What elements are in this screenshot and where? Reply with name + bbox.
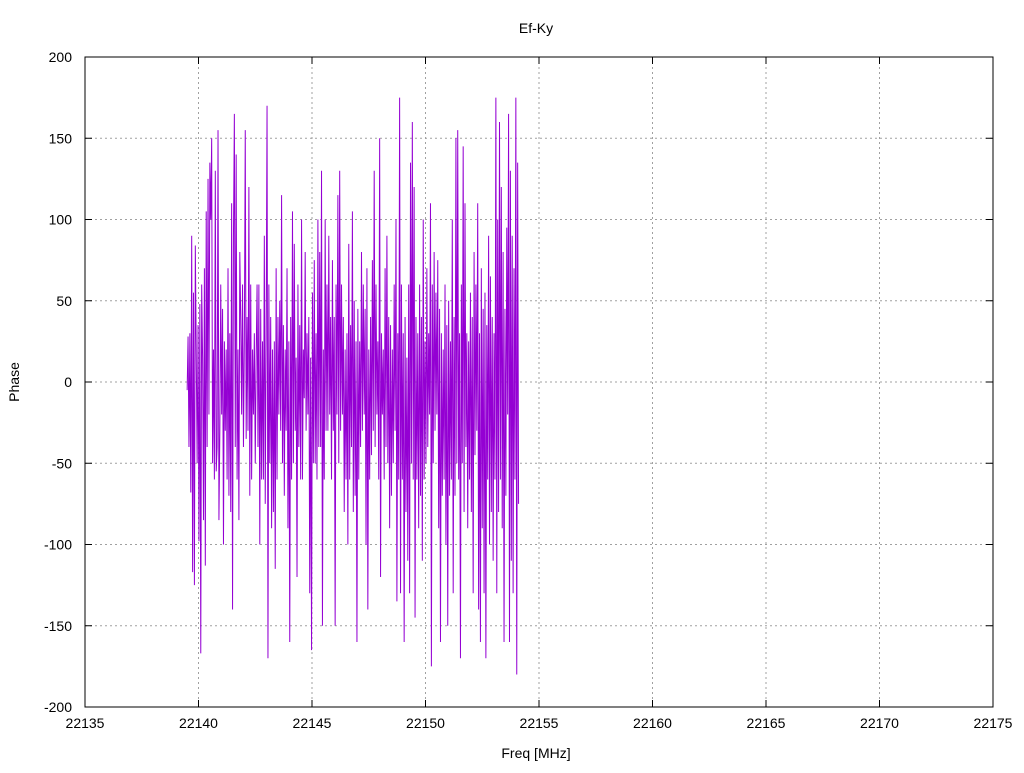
x-tick-label: 22155 xyxy=(520,715,559,731)
x-axis-label: Freq [MHz] xyxy=(501,745,570,761)
chart-title: Ef-Ky xyxy=(519,20,553,36)
x-tick-label: 22165 xyxy=(747,715,786,731)
y-tick-label: -50 xyxy=(52,455,72,471)
x-tick-labels: 22135 22140 22145 22150 22155 22160 22165 22170… xyxy=(66,715,1013,731)
y-tick-label: 200 xyxy=(49,49,73,65)
y-tick-labels: -200 -150 -100 -50 0 50 100 150 200 xyxy=(44,49,72,715)
ticks xyxy=(84,56,994,708)
x-tick-label: 22140 xyxy=(179,715,218,731)
y-axis-label: Phase xyxy=(6,362,22,402)
y-tick-label: 150 xyxy=(49,130,73,146)
x-tick-label: 22135 xyxy=(66,715,105,731)
x-tick-label: 22145 xyxy=(293,715,332,731)
x-tick-label: 22175 xyxy=(974,715,1013,731)
y-tick-label: -100 xyxy=(44,537,72,553)
phase-series-line xyxy=(186,97,520,675)
y-tick-label: -150 xyxy=(44,618,72,634)
x-tick-label: 22160 xyxy=(633,715,672,731)
y-tick-label: -200 xyxy=(44,699,72,715)
x-tick-label: 22150 xyxy=(406,715,445,731)
y-tick-label: 100 xyxy=(49,212,73,228)
y-tick-label: 50 xyxy=(56,293,72,309)
series-layer xyxy=(186,97,520,675)
y-tick-label: 0 xyxy=(64,374,72,390)
x-tick-label: 22170 xyxy=(860,715,899,731)
